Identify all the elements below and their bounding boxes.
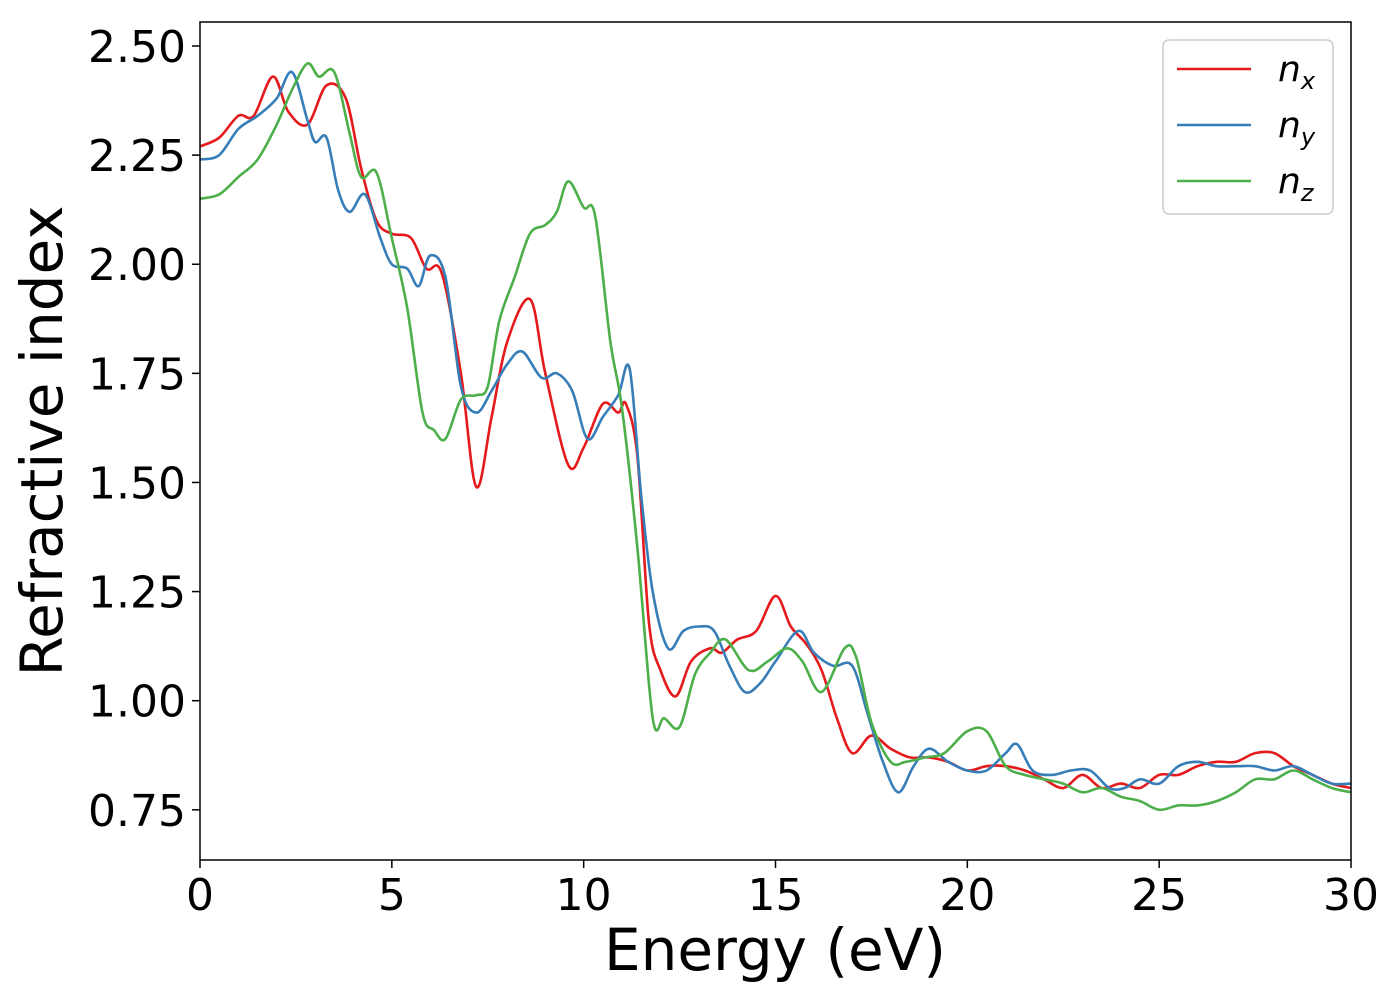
series-line-nz — [200, 62, 1351, 812]
x-tick-label: 30 — [1323, 870, 1379, 921]
x-tick-label: 25 — [1131, 870, 1187, 921]
y-tick-label: 1.50 — [88, 458, 186, 509]
y-tick-label: 1.25 — [88, 568, 186, 619]
y-tick-label: 1.00 — [88, 677, 186, 728]
y-tick-label: 2.25 — [88, 131, 186, 182]
y-tick-label: 1.75 — [88, 349, 186, 400]
series-line-ny — [200, 70, 1351, 794]
x-tick-label: 0 — [186, 870, 214, 921]
y-tick-label: 2.00 — [88, 240, 186, 291]
x-tick-label: 5 — [378, 870, 406, 921]
y-tick-label: 2.50 — [88, 22, 186, 73]
series-line-nx — [200, 75, 1351, 790]
x-tick-label: 20 — [939, 870, 995, 921]
x-axis-label: Energy (eV) — [604, 916, 946, 984]
legend-label-ny: ny — [1278, 105, 1316, 151]
legend-label-nx: nx — [1278, 49, 1316, 95]
x-tick-label: 10 — [556, 870, 612, 921]
y-tick-label: 0.75 — [88, 786, 186, 837]
x-tick-label: 15 — [748, 870, 804, 921]
legend-box — [1162, 39, 1334, 215]
legend-label-nz: nz — [1278, 161, 1315, 207]
legend: nx ny nz — [1162, 39, 1334, 215]
plot-area — [200, 22, 1351, 860]
y-axis-label: Refractive index — [8, 205, 76, 676]
